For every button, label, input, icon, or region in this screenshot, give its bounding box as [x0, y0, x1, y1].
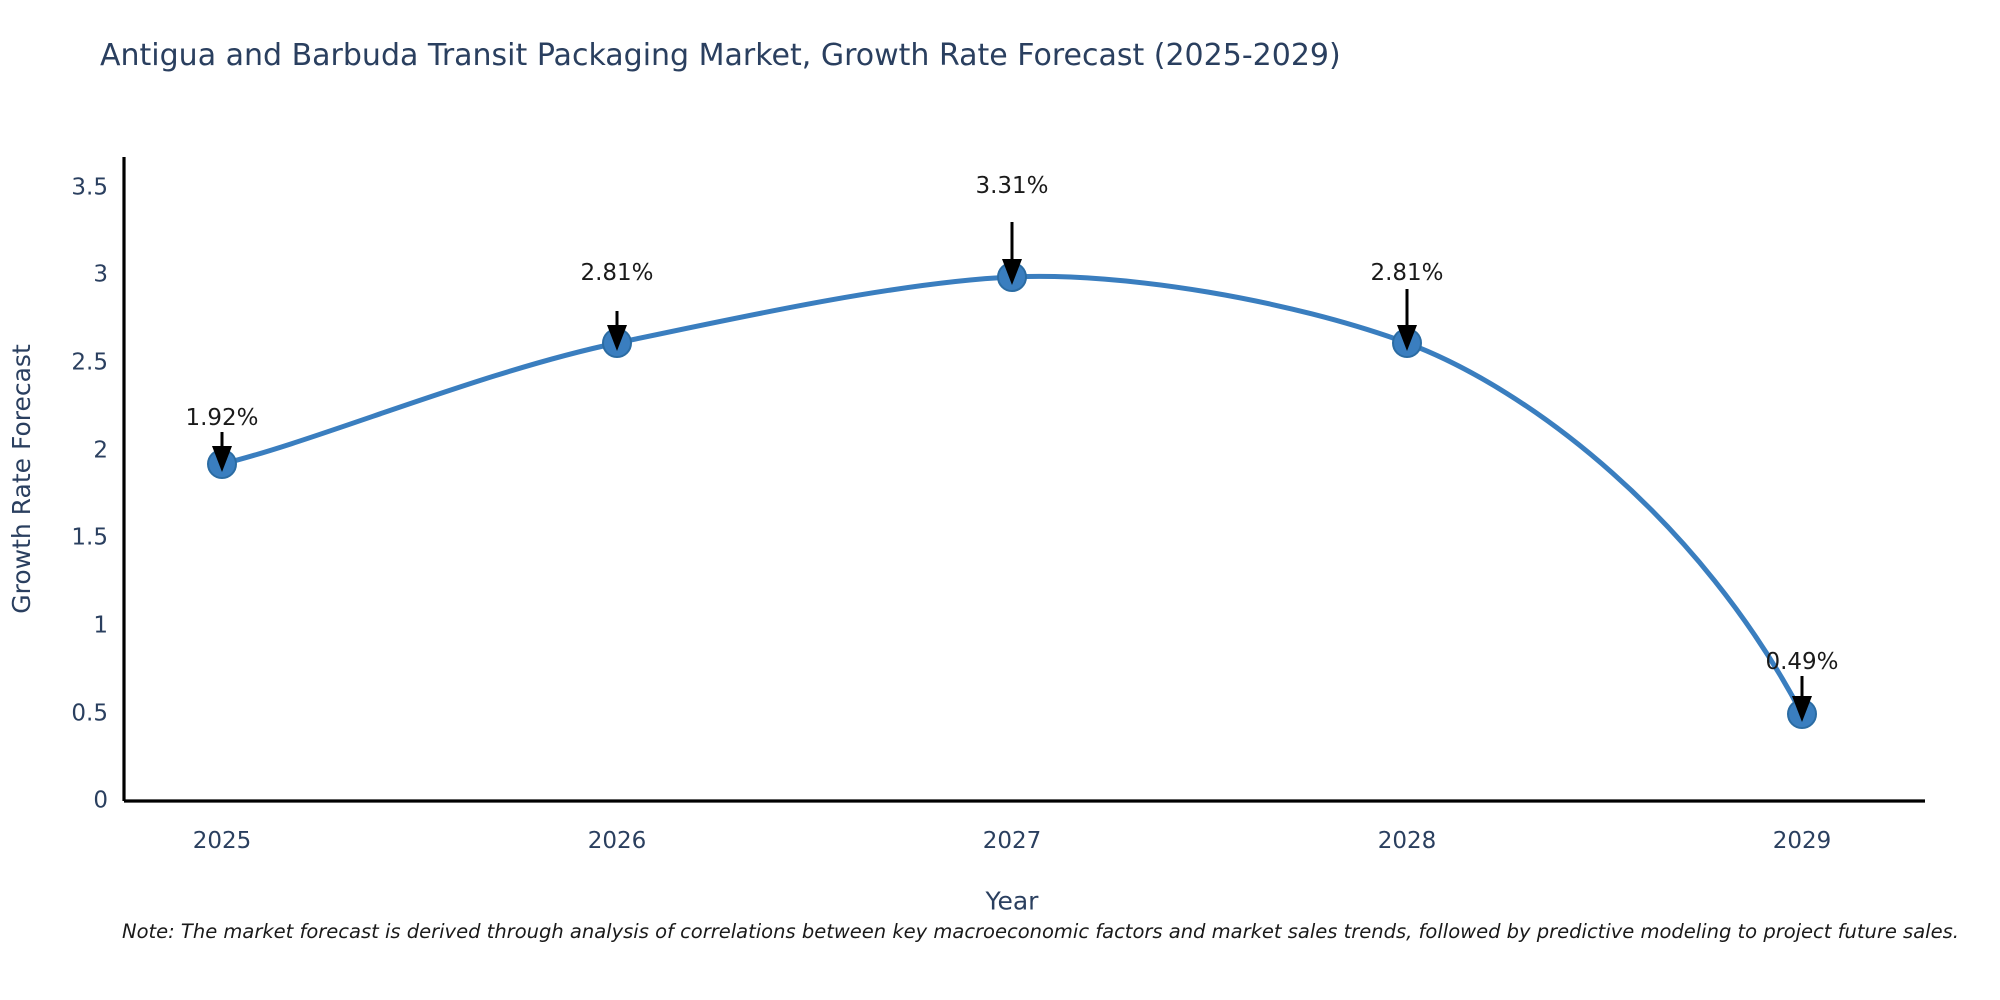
y-tick-label-1.5: 1.5 [71, 525, 108, 551]
x-tick-label-2027: 2027 [983, 828, 1042, 854]
data-line-series [219, 273, 1805, 717]
chart-title: Antigua and Barbuda Transit Packaging Ma… [100, 38, 1341, 73]
x-tick-label-2028: 2028 [1378, 828, 1437, 854]
annotation-arrow-icon [607, 311, 627, 351]
x-axis-title: Year [985, 886, 1040, 915]
annotation-arrow-icon [1792, 676, 1812, 722]
annotation-arrow-icon [1397, 289, 1417, 351]
y-tick-label-1: 1 [93, 613, 108, 639]
y-tick-label-2: 2 [93, 438, 108, 464]
y-tick-label-2.5: 2.5 [71, 350, 108, 376]
data-point-label: 2.81% [1370, 260, 1443, 286]
data-point-label: 1.92% [185, 405, 258, 431]
x-tick-label-2029: 2029 [1773, 828, 1832, 854]
y-tick-label-0.5: 0.5 [71, 701, 108, 727]
data-point-label: 0.49% [1765, 649, 1838, 675]
annotation-arrow-icon [1002, 222, 1022, 285]
y-tick-label-3.5: 3.5 [71, 175, 108, 201]
data-point-label: 2.81% [580, 260, 653, 286]
annotation-arrow-icon [212, 432, 232, 472]
x-tick-label-2025: 2025 [193, 828, 252, 854]
x-tick-label-2026: 2026 [588, 828, 647, 854]
chart-footnote: Note: The market forecast is derived thr… [122, 920, 1959, 943]
y-axis-title: Growth Rate Forecast [7, 344, 36, 614]
y-tick-label-3: 3 [93, 262, 108, 288]
y-tick-label-0: 0 [93, 788, 108, 814]
data-point-label: 3.31% [975, 173, 1048, 199]
